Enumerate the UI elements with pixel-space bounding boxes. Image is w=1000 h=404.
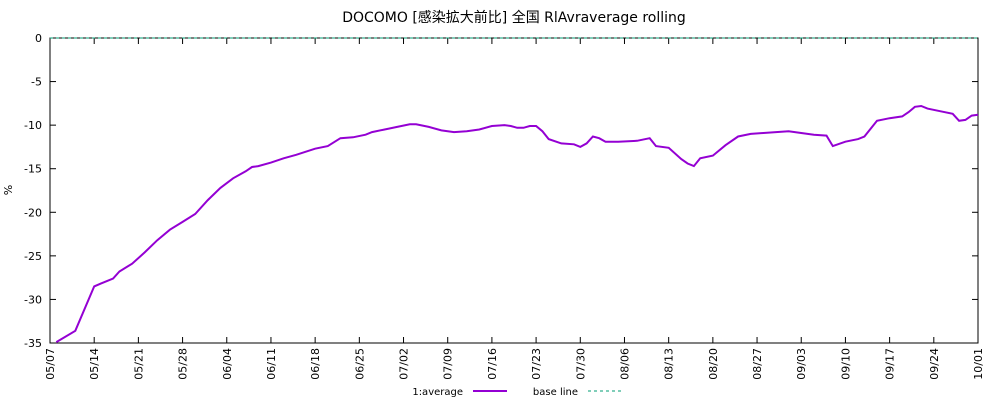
legend-label: 1:average <box>412 387 463 398</box>
x-tick-label: 06/25 <box>353 348 366 380</box>
x-tick-label: 09/03 <box>795 348 808 380</box>
y-tick-label: -25 <box>24 250 42 263</box>
y-tick-label: -30 <box>24 293 42 306</box>
x-tick-label: 08/13 <box>663 348 676 380</box>
x-tick-label: 06/04 <box>221 348 234 380</box>
y-tick-label: -5 <box>31 76 42 89</box>
x-tick-label: 07/23 <box>530 348 543 380</box>
plot-frame <box>49 37 979 344</box>
y-tick-label: -35 <box>24 337 42 350</box>
y-tick-label: -10 <box>24 119 42 132</box>
x-tick-label: 08/06 <box>618 348 631 380</box>
y-tick-label: -15 <box>24 163 42 176</box>
x-tick-label: 05/21 <box>132 348 145 380</box>
x-tick-label: 06/11 <box>265 348 278 380</box>
chart-title: DOCOMO [感染拡大前比] 全国 RlAvraverage rolling <box>342 9 686 26</box>
x-tick-label: 07/16 <box>486 348 499 380</box>
legend-label: base line <box>533 387 578 398</box>
x-tick-label: 08/20 <box>707 348 720 380</box>
x-tick-label: 07/09 <box>442 348 455 380</box>
x-tick-label: 05/28 <box>177 348 190 380</box>
x-tick-label: 07/02 <box>398 348 411 380</box>
x-tick-label: 07/30 <box>574 348 587 380</box>
x-tick-label: 09/17 <box>884 348 897 380</box>
x-tick-label: 05/07 <box>44 348 57 380</box>
x-tick-label: 08/27 <box>751 348 764 380</box>
y-axis-label: % <box>2 185 15 195</box>
y-tick-label: 0 <box>35 32 42 45</box>
y-tick-label: -20 <box>24 206 42 219</box>
x-tick-label: 06/18 <box>309 348 322 380</box>
data-line <box>55 104 979 343</box>
x-tick-label: 05/14 <box>88 348 101 380</box>
x-tick-label: 09/24 <box>928 348 941 380</box>
x-tick-label: 10/01 <box>972 348 985 380</box>
x-tick-label: 09/10 <box>839 348 852 380</box>
